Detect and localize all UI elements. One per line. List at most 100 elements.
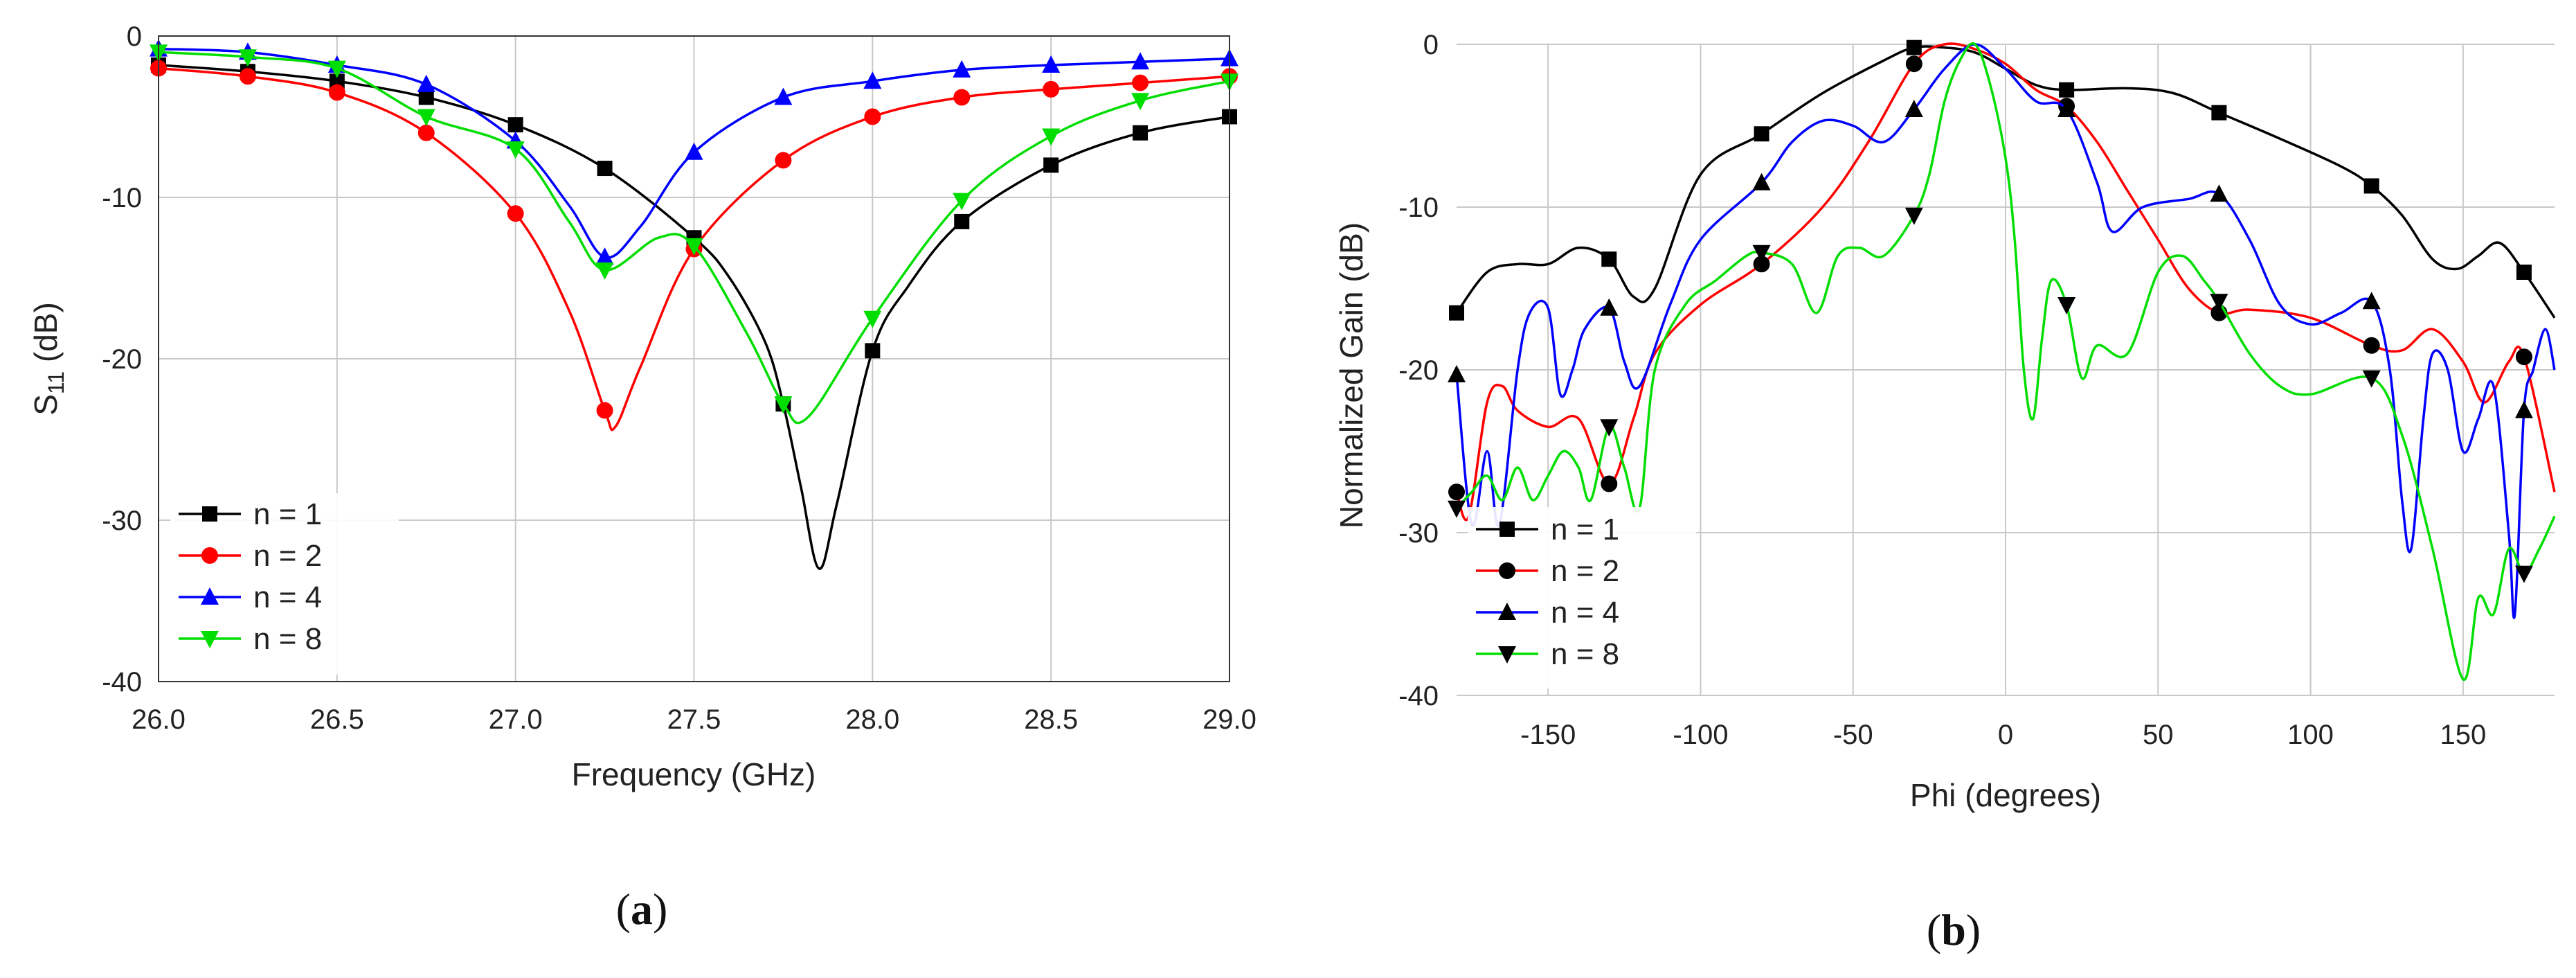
data-point-n8: [953, 193, 971, 211]
x-tick-label: 50: [2143, 720, 2174, 750]
data-point-n2: [953, 89, 971, 106]
y-axis-label-a-sub: 11: [44, 371, 69, 394]
data-point-n4: [953, 60, 971, 78]
x-axis-label-b: Phi (degrees): [1910, 777, 2101, 813]
chart-a-s11: 26.0 26.5 27.0 27.5 28.0 28.5 29.0 0 -10 -20 -30 -…: [28, 21, 1257, 934]
x-axis-label-a: Frequency (GHz): [572, 756, 816, 792]
data-point-n1: [597, 161, 613, 177]
data-point-n4: [863, 71, 882, 89]
x-tick-label: -100: [1673, 720, 1728, 750]
data-point-n8: [2210, 294, 2228, 312]
legend-label-n8: n = 8: [1551, 637, 1619, 671]
data-point-n4: [1448, 365, 1466, 383]
x-tick-label: 27.0: [489, 704, 543, 735]
y-tick-label: 0: [127, 21, 142, 52]
data-point-n8: [327, 60, 346, 78]
data-point-n4: [1752, 172, 1771, 190]
data-point-n8: [863, 310, 882, 328]
legend-b: n = 1 n = 2 n = 4 n = 8: [1476, 513, 1619, 671]
data-point-n8: [2362, 370, 2381, 388]
data-point-n4: [417, 74, 435, 92]
y-tick-label: -40: [1398, 681, 1439, 711]
series-line-n4: [158, 47, 1230, 259]
legend-label-n4: n = 4: [253, 580, 322, 614]
data-point-n1: [865, 343, 881, 359]
y-tick-label: -20: [102, 344, 142, 375]
series-n8: [1448, 42, 2556, 681]
legend-marker-n1: [1499, 522, 1515, 537]
data-point-n4: [2514, 400, 2533, 418]
legend-label-n1: n = 1: [253, 497, 322, 531]
chart-b-normalized-gain: -150 -100 -50 0 50 100 150 0 -10 -20 -30 -40 Phi (…: [1333, 30, 2556, 954]
y-ticks-b: 0 -10 -20 -30 -40: [1398, 30, 1439, 711]
data-point-n2: [507, 205, 524, 222]
y-ticks-a: 0 -10 -20 -30 -40: [102, 21, 142, 697]
legend-marker-n8: [201, 631, 219, 648]
legend-marker-n2: [1499, 562, 1515, 579]
x-tick-label: 26.5: [310, 704, 364, 735]
x-tick-label: 27.5: [667, 704, 721, 735]
y-tick-label: -10: [1398, 193, 1439, 223]
data-point-n4: [2210, 184, 2228, 202]
data-point-n4: [2057, 100, 2076, 117]
data-point-n8: [417, 109, 435, 127]
data-point-n8: [595, 262, 614, 280]
y-axis-label-a: S11 (dB): [28, 302, 69, 416]
data-point-n2: [1448, 483, 1465, 501]
legend-marker-n4: [1498, 603, 1516, 620]
data-point-n8: [1752, 244, 1771, 263]
data-point-n8: [238, 49, 257, 67]
data-point-n8: [1904, 207, 1923, 225]
series-n4: [1448, 43, 2556, 619]
data-point-n8: [506, 141, 525, 159]
legend-marker-n2: [201, 547, 218, 564]
data-point-n4: [774, 87, 793, 105]
data-point-n4: [685, 142, 703, 160]
data-point-n4: [1042, 55, 1061, 73]
data-point-n2: [2515, 348, 2532, 366]
y-tick-label: -10: [102, 183, 142, 213]
data-point-n2: [596, 402, 613, 419]
data-point-n1: [2363, 178, 2379, 194]
data-point-n8: [2514, 565, 2533, 583]
data-point-n4: [595, 247, 614, 265]
y-axis-label-a-unit: (dB): [28, 302, 64, 371]
legend-label-n2: n = 2: [1551, 554, 1619, 588]
legend-a: n = 1 n = 2 n = 4 n = 8: [179, 497, 322, 656]
data-point-n1: [2059, 82, 2075, 98]
data-point-n2: [239, 68, 256, 85]
legend-label-n4: n = 4: [1551, 596, 1619, 630]
plot-frame-a: [158, 35, 1230, 682]
data-point-n1: [418, 89, 434, 105]
y-tick-label: -20: [1398, 355, 1439, 386]
y-tick-label: -40: [102, 667, 142, 697]
data-point-n1: [1449, 305, 1464, 321]
legend-marker-n8: [1498, 646, 1516, 664]
x-tick-label: 28.5: [1024, 704, 1078, 735]
data-point-n8: [774, 396, 793, 414]
series-group-b: [1448, 39, 2556, 681]
legend-marker-n4: [201, 587, 219, 605]
caption-b-open: (: [1927, 905, 1941, 954]
caption-a-letter: a: [631, 884, 653, 934]
data-point-n1: [329, 73, 345, 89]
caption-a-open: (: [616, 884, 631, 934]
y-tick-label: -30: [1398, 518, 1439, 549]
legend-label-n1: n = 1: [1551, 513, 1619, 546]
caption-a-close: ): [653, 884, 667, 934]
y-axis-label-a-main: S: [28, 394, 64, 416]
data-point-n1: [2516, 265, 2532, 280]
caption-a: (a): [616, 884, 668, 934]
data-point-n1: [1601, 251, 1617, 267]
data-point-n8: [685, 238, 703, 256]
x-tick-label: 100: [2287, 720, 2334, 750]
data-point-n4: [1131, 52, 1150, 70]
data-point-n2: [1043, 80, 1060, 98]
y-axis-label-b: Normalized Gain (dB): [1333, 222, 1369, 528]
data-point-n1: [1133, 125, 1149, 141]
data-point-n8: [2057, 297, 2076, 314]
series-line-n1: [1455, 45, 2556, 319]
data-point-n2: [775, 152, 792, 169]
data-point-n2: [328, 84, 345, 101]
series-line-n8: [158, 51, 1230, 425]
